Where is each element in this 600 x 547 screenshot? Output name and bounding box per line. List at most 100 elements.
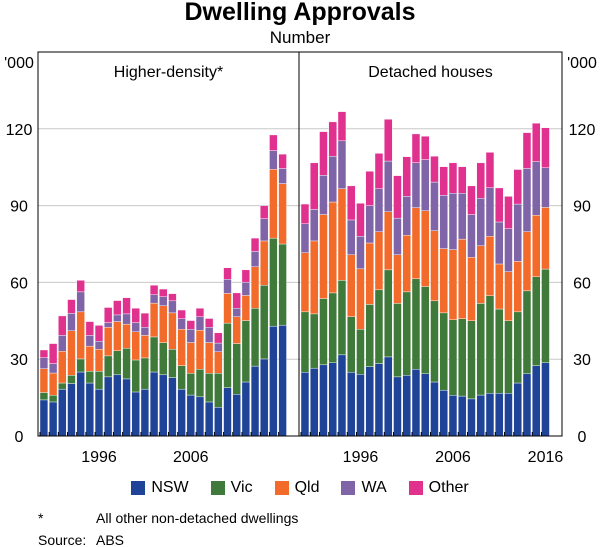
bar-qld-2001 [402, 235, 411, 293]
bar-nsw-1991 [48, 401, 58, 437]
bar-vic-2001 [140, 357, 150, 390]
bar-other-2006 [448, 162, 458, 194]
bar-vic-2008 [467, 320, 476, 400]
bar-vic-2010 [223, 322, 232, 388]
bar-vic-2002 [411, 278, 421, 370]
bar-qld-2013 [250, 266, 260, 309]
bar-vic-1995 [347, 316, 356, 373]
bar-other-2007 [195, 308, 205, 317]
bar-qld-2015 [532, 215, 541, 277]
bar-qld-1991 [310, 240, 319, 315]
panel-title: Higher-density* [114, 64, 223, 81]
bar-nsw-2009 [476, 394, 485, 437]
bar-qld-1994 [337, 188, 347, 281]
bar-wa-2003 [421, 159, 430, 211]
bar-vic-2013 [513, 311, 522, 384]
bar-other-1997 [104, 307, 113, 323]
bar-nsw-1999 [122, 378, 131, 437]
bar-other-2014 [522, 132, 532, 169]
y-tick-label-left: 30 [10, 352, 28, 369]
bar-other-2005 [439, 166, 448, 196]
bar-wa-2015 [269, 150, 278, 170]
source-label: Source: [38, 532, 87, 547]
bar-wa-2000 [393, 217, 402, 255]
bar-other-2004 [168, 293, 177, 302]
bar-wa-2015 [532, 161, 541, 216]
bar-nsw-2004 [430, 381, 439, 437]
bar-wa-2003 [159, 296, 168, 306]
bar-wa-1996 [356, 236, 365, 270]
bar-other-1991 [48, 343, 58, 364]
bar-wa-1991 [310, 209, 319, 242]
bar-vic-2009 [214, 373, 223, 408]
bar-other-1993 [67, 299, 76, 314]
bar-vic-2005 [177, 365, 186, 390]
bar-other-2000 [393, 175, 402, 219]
bar-qld-2006 [186, 342, 195, 374]
bar-qld-2010 [485, 236, 495, 296]
bar-qld-2011 [495, 263, 504, 310]
bar-vic-1992 [319, 298, 328, 366]
bar-wa-2005 [177, 318, 186, 330]
bar-qld-1998 [374, 231, 384, 291]
bar-other-2008 [467, 185, 476, 215]
bar-other-2000 [131, 308, 140, 323]
bar-wa-2001 [402, 196, 411, 236]
legend-label: Other [428, 479, 469, 496]
y-tick-label-right: 120 [569, 122, 596, 139]
bar-qld-2016 [541, 207, 550, 270]
bar-wa-2010 [485, 187, 495, 237]
bar-qld-2001 [140, 335, 150, 359]
bar-qld-2005 [439, 248, 448, 314]
bar-wa-1992 [58, 335, 67, 352]
chart-subtitle: Number [269, 28, 331, 47]
bar-nsw-1994 [76, 371, 85, 437]
bar-qld-2005 [177, 329, 186, 366]
bar-qld-2004 [430, 230, 439, 302]
bar-nsw-2010 [223, 387, 232, 437]
bar-qld-2009 [476, 245, 485, 304]
bar-other-2010 [485, 152, 495, 188]
bar-nsw-2006 [186, 394, 195, 437]
bar-nsw-1995 [347, 372, 356, 437]
x-tick-label: 1996 [81, 449, 117, 466]
bar-other-2002 [411, 133, 421, 163]
legend-swatch [131, 481, 146, 495]
bar-nsw-2004 [168, 377, 177, 437]
bar-other-2001 [402, 156, 411, 197]
y-unit-left: '000 [4, 55, 34, 72]
bar-other-2015 [269, 134, 278, 151]
bar-wa-2004 [430, 181, 439, 231]
bar-qld-1994 [76, 311, 85, 360]
bar-other-2016 [541, 127, 550, 168]
y-tick-label-left: 60 [10, 275, 28, 292]
bar-other-2012 [241, 269, 251, 283]
legend-label: Qld [294, 479, 320, 496]
bar-vic-2002 [149, 336, 159, 373]
y-unit-right: '000 [567, 55, 597, 72]
bar-qld-1990 [39, 368, 49, 393]
bar-other-1995 [85, 321, 94, 336]
bar-vic-1999 [122, 347, 131, 380]
bar-wa-2008 [467, 214, 476, 258]
bar-other-2006 [186, 320, 195, 330]
bar-vic-2011 [495, 308, 504, 394]
bar-nsw-2009 [214, 407, 223, 437]
bar-wa-1997 [104, 322, 113, 328]
bar-qld-1993 [67, 330, 76, 376]
bar-other-1992 [58, 315, 67, 336]
bar-wa-1993 [328, 155, 337, 203]
bar-vic-1996 [94, 371, 104, 390]
bar-wa-2016 [541, 167, 550, 208]
x-tick-label: 2006 [435, 449, 471, 466]
bar-wa-2013 [250, 251, 260, 267]
bar-other-2011 [232, 292, 241, 309]
bar-other-1995 [347, 185, 356, 221]
bar-qld-1999 [384, 211, 393, 271]
legend-label: WA [361, 479, 387, 496]
bar-wa-1991 [48, 363, 58, 374]
bar-nsw-1996 [356, 374, 365, 437]
bar-wa-2009 [476, 197, 485, 246]
bar-qld-2003 [421, 210, 430, 287]
